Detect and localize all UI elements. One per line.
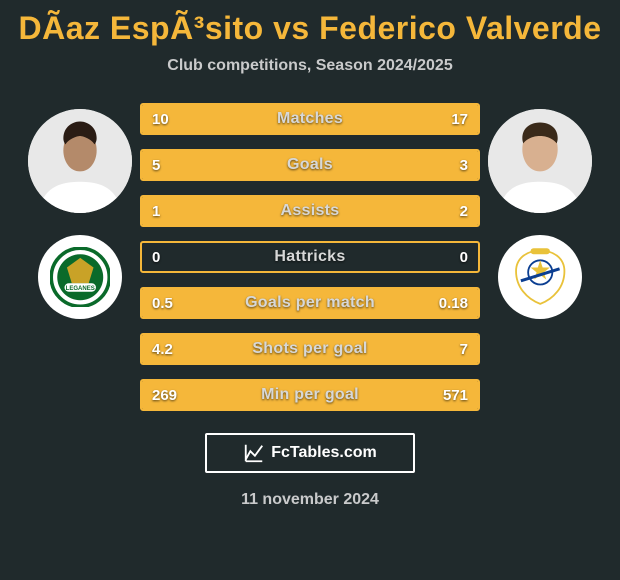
right-side <box>488 103 592 319</box>
stat-row: Hattricks0 0 <box>140 241 480 273</box>
stat-label: Goals <box>142 151 478 179</box>
person-icon <box>28 109 132 213</box>
stats-column: Matches10 17 Goals5 3 Assists1 2 Hattricks0 0 Go… <box>140 103 480 411</box>
branding-text: FcTables.com <box>271 444 377 462</box>
stat-value-left: 5 <box>152 151 160 179</box>
stat-value-right: 571 <box>443 381 468 409</box>
stat-value-right: 7 <box>460 335 468 363</box>
date-text: 11 november 2024 <box>0 491 620 509</box>
stat-label: Min per goal <box>142 381 478 409</box>
stat-value-left: 10 <box>152 105 169 133</box>
stat-value-left: 0.5 <box>152 289 173 317</box>
stat-row: Matches10 17 <box>140 103 480 135</box>
stat-label: Matches <box>142 105 478 133</box>
club-left-crest: LEGANES <box>38 235 122 319</box>
stat-value-right: 0.18 <box>439 289 468 317</box>
stat-row: Shots per goal4.2 7 <box>140 333 480 365</box>
stat-value-right: 0 <box>460 243 468 271</box>
svg-text:LEGANES: LEGANES <box>65 286 94 292</box>
stat-value-left: 269 <box>152 381 177 409</box>
leganes-crest-icon: LEGANES <box>50 247 110 307</box>
person-icon <box>488 109 592 213</box>
club-right-crest <box>498 235 582 319</box>
stat-row: Assists1 2 <box>140 195 480 227</box>
stat-row: Goals per match0.5 0.18 <box>140 287 480 319</box>
stat-label: Hattricks <box>142 243 478 271</box>
left-side: LEGANES <box>28 103 132 319</box>
main-row: LEGANES Matches10 17 Goals5 3 Assists1 2 Hattr… <box>0 103 620 411</box>
stat-value-right: 2 <box>460 197 468 225</box>
player-left-avatar <box>28 109 132 213</box>
stat-row: Min per goal269 571 <box>140 379 480 411</box>
stat-value-right: 17 <box>451 105 468 133</box>
stat-value-left: 4.2 <box>152 335 173 363</box>
player-right-avatar <box>488 109 592 213</box>
page-subtitle: Club competitions, Season 2024/2025 <box>0 57 620 75</box>
stat-label: Shots per goal <box>142 335 478 363</box>
fctables-logo-icon <box>243 442 265 464</box>
stat-value-left: 0 <box>152 243 160 271</box>
stat-label: Goals per match <box>142 289 478 317</box>
stat-row: Goals5 3 <box>140 149 480 181</box>
branding-box: FcTables.com <box>205 433 415 473</box>
stat-label: Assists <box>142 197 478 225</box>
realmadrid-crest-icon <box>510 247 570 307</box>
stat-value-left: 1 <box>152 197 160 225</box>
stat-value-right: 3 <box>460 151 468 179</box>
page-title: DÃ­az EspÃ³sito vs Federico Valverde <box>0 10 620 47</box>
container: DÃ­az EspÃ³sito vs Federico Valverde Clu… <box>0 0 620 580</box>
